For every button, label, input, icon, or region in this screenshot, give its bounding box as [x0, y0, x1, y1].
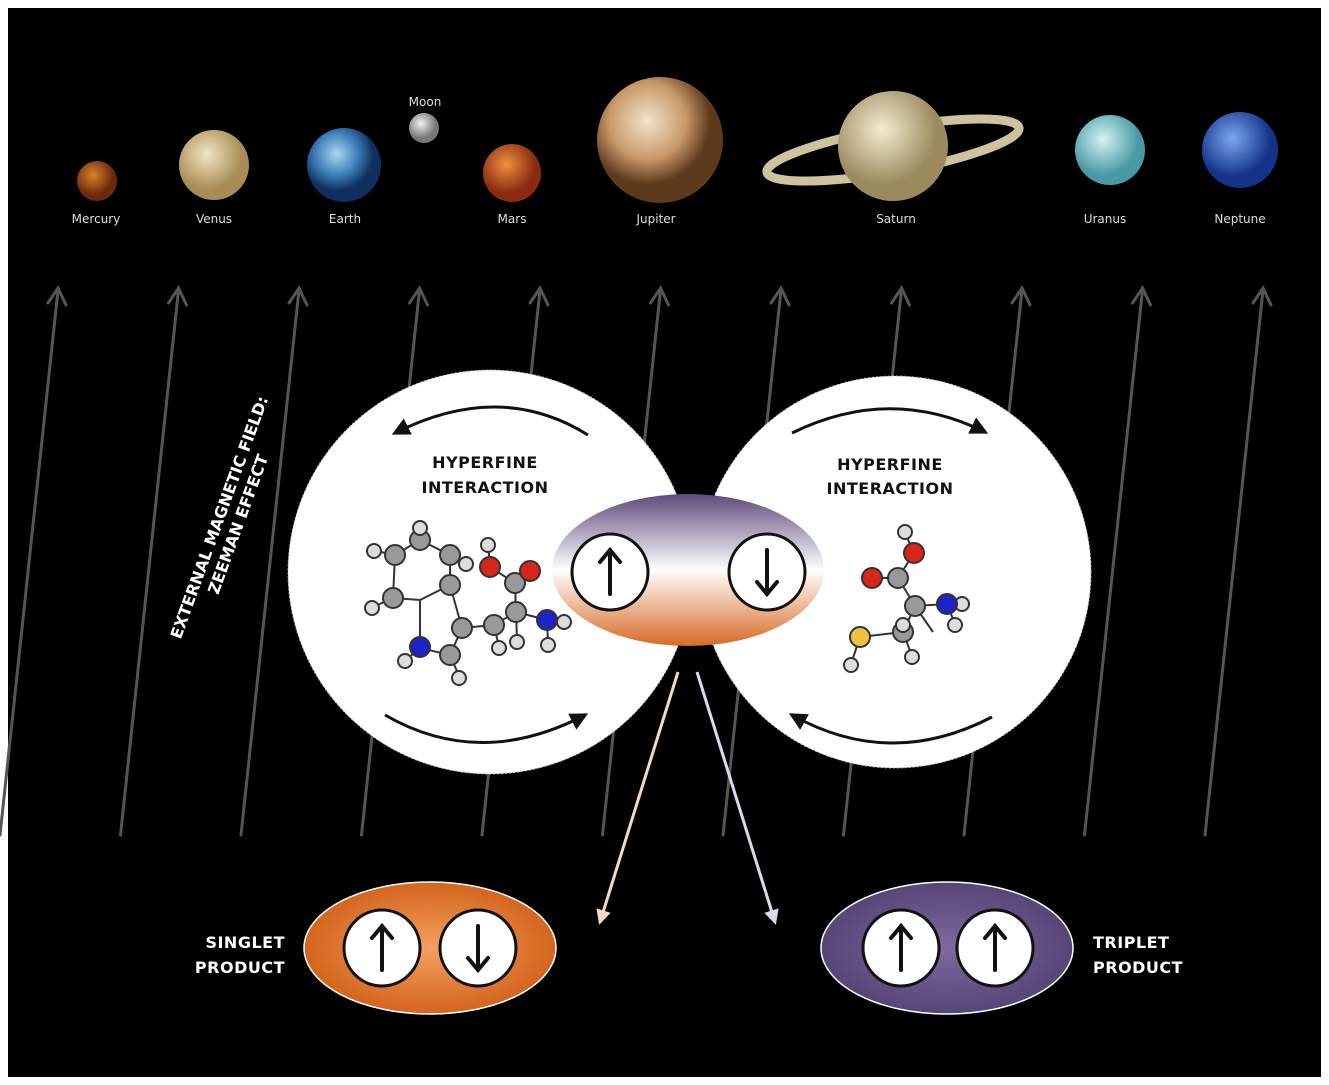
singlet-arrow	[596, 671, 680, 925]
spins	[342, 532, 1035, 988]
mars	[483, 144, 541, 202]
planet-label: Saturn	[876, 212, 916, 226]
cycle-arrow	[391, 405, 589, 437]
cycle-arrow	[791, 407, 989, 435]
planet-label: Mercury	[72, 212, 121, 226]
field-line	[0, 284, 68, 837]
molecule-right	[843, 524, 970, 673]
venus	[179, 130, 249, 200]
planet-label: Earth	[329, 212, 361, 226]
field-line	[239, 284, 309, 837]
triplet-arrow	[695, 671, 779, 925]
planet-label: Moon	[409, 95, 442, 109]
uranus	[1075, 115, 1145, 185]
mercury	[77, 161, 117, 201]
planets: Mercury Venus Earth Moon Mars Jupiter Sa…	[72, 77, 1278, 226]
spin-arrow	[889, 922, 913, 972]
jupiter	[597, 77, 723, 203]
hyperfine-label: HYPERFINE	[837, 455, 943, 474]
planet-label: Venus	[196, 212, 232, 226]
hyperfine-label: INTERACTION	[422, 478, 549, 497]
triplet-product	[820, 881, 1074, 1015]
cycle-arrow	[788, 713, 993, 745]
planet-label: Mars	[498, 212, 527, 226]
saturn	[838, 91, 948, 201]
molecule-left	[364, 520, 572, 686]
field-line	[1203, 284, 1273, 837]
field-line	[1083, 284, 1152, 837]
cycle-arrow	[384, 713, 589, 744]
spin-arrow	[983, 922, 1007, 972]
spin-arrow	[598, 546, 622, 596]
planet-label: Neptune	[1214, 212, 1265, 226]
product-label: PRODUCT	[195, 958, 285, 977]
neptune	[1202, 112, 1278, 188]
planet-label: Uranus	[1084, 212, 1127, 226]
spin-arrow	[466, 924, 490, 974]
moon	[409, 113, 439, 143]
spin-arrow	[370, 922, 394, 972]
planet-label: Jupiter	[635, 212, 675, 226]
singlet-product	[303, 881, 557, 1015]
product-label: TRIPLET	[1093, 933, 1169, 952]
hyperfine-label: HYPERFINE	[432, 453, 538, 472]
hyperfine-label: INTERACTION	[827, 479, 954, 498]
field-line	[119, 284, 188, 837]
product-label: SINGLET	[205, 933, 285, 952]
product-label: PRODUCT	[1093, 958, 1183, 977]
earth	[307, 128, 381, 202]
spin-arrow	[755, 548, 779, 598]
